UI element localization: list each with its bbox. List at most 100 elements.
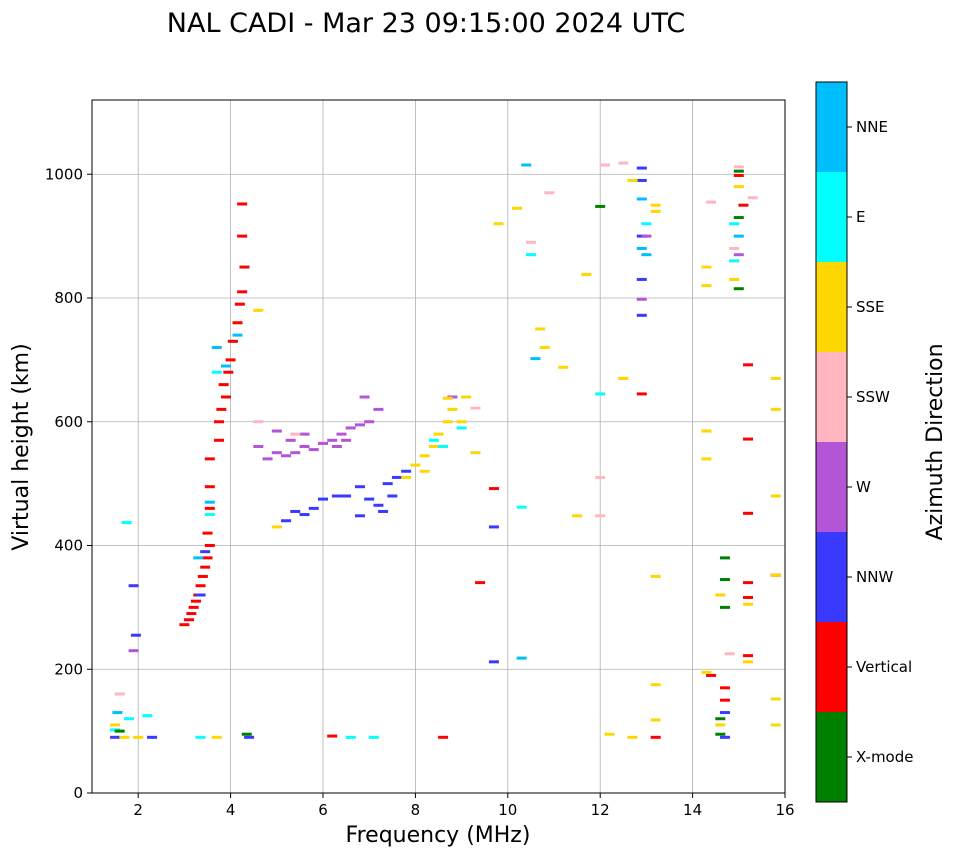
echo-point (729, 277, 740, 281)
echo-point (341, 494, 352, 498)
echo-point (290, 509, 301, 513)
echo-point (281, 519, 292, 523)
echo-point (650, 574, 661, 578)
echo-point (241, 732, 252, 736)
echo-point (202, 556, 213, 560)
echo-point (715, 717, 726, 721)
echo-point (253, 308, 264, 312)
echo-point (724, 652, 735, 656)
x-tick-label: 16 (775, 801, 794, 819)
echo-point (401, 469, 412, 473)
echo-point (636, 297, 647, 301)
echo-point (595, 514, 606, 518)
x-tick-label: 2 (133, 801, 143, 819)
echo-point (719, 686, 730, 690)
echo-point (733, 169, 744, 173)
echo-point (364, 497, 375, 501)
echo-point (186, 612, 197, 616)
colorbar-segment (816, 532, 847, 622)
echo-point (239, 265, 250, 269)
x-tick-label: 12 (591, 801, 610, 819)
echo-point (114, 729, 125, 733)
echo-point (733, 234, 744, 238)
echo-point (701, 429, 712, 433)
echo-point (299, 432, 310, 436)
echo-point (738, 203, 749, 207)
echo-point (572, 514, 583, 518)
echo-point (488, 660, 499, 664)
echo-point (650, 683, 661, 687)
echo-point (770, 376, 781, 380)
x-axis-label: Frequency (MHz) (346, 823, 531, 848)
echo-point (719, 556, 730, 560)
echo-point (211, 735, 222, 739)
echo-point (743, 511, 754, 515)
echo-point (715, 593, 726, 597)
echo-point (271, 429, 282, 433)
x-tick-label: 4 (226, 801, 236, 819)
echo-point (719, 698, 730, 702)
echo-point (373, 503, 384, 507)
echo-point (262, 457, 273, 461)
echo-point (770, 573, 781, 577)
echo-point (433, 432, 444, 436)
echo-point (331, 494, 342, 498)
echo-point (512, 206, 523, 210)
echo-point (719, 605, 730, 609)
echo-point (299, 513, 310, 517)
echo-point (493, 222, 504, 226)
echo-point (558, 365, 569, 369)
echo-point (770, 494, 781, 498)
echo-point (636, 166, 647, 170)
echo-point (188, 605, 199, 609)
colorbar-segment (816, 712, 847, 802)
echo-point (234, 302, 245, 306)
echo-point (253, 420, 264, 424)
echo-point (641, 253, 652, 257)
echo-point (636, 178, 647, 182)
echo-point (216, 407, 227, 411)
echo-point (121, 521, 132, 525)
x-tick-label: 10 (498, 801, 517, 819)
echo-point (650, 203, 661, 207)
echo-point (214, 438, 225, 442)
echo-point (719, 735, 730, 739)
echo-point (729, 247, 740, 250)
echo-point (442, 396, 453, 400)
echo-point (354, 514, 365, 518)
echo-point (345, 426, 356, 430)
echo-point (179, 623, 190, 627)
echo-point (244, 735, 255, 739)
echo-point (641, 234, 652, 238)
echo-point (706, 200, 717, 204)
echo-point (475, 581, 486, 585)
echo-point (706, 673, 717, 677)
echo-point (595, 475, 606, 479)
echo-points (110, 161, 781, 739)
echo-point (271, 525, 282, 529)
echo-point (438, 735, 449, 739)
echo-point (211, 370, 222, 374)
echo-point (618, 161, 629, 165)
echo-point (701, 457, 712, 461)
echo-point (211, 346, 222, 349)
echo-point (220, 395, 231, 399)
azimuth-colorbar: X-mode Vertical NNW W SSW SSE E NNE (815, 81, 913, 803)
echo-point (650, 718, 661, 722)
echo-point (729, 259, 740, 263)
echo-point (470, 406, 481, 410)
echo-point (253, 445, 264, 448)
echo-point (195, 735, 206, 739)
echo-point (525, 253, 536, 257)
echo-point (488, 487, 499, 491)
y-tick-label: 200 (54, 660, 83, 678)
x-tick-label: 6 (318, 801, 328, 819)
echo-point (743, 660, 754, 664)
echo-point (636, 313, 647, 317)
y-axis-label: Virtual height (km) (9, 343, 34, 550)
colorbar-label: NNE (856, 118, 888, 136)
echo-point (195, 593, 206, 597)
echo-point (525, 240, 536, 244)
echo-point (142, 714, 153, 718)
